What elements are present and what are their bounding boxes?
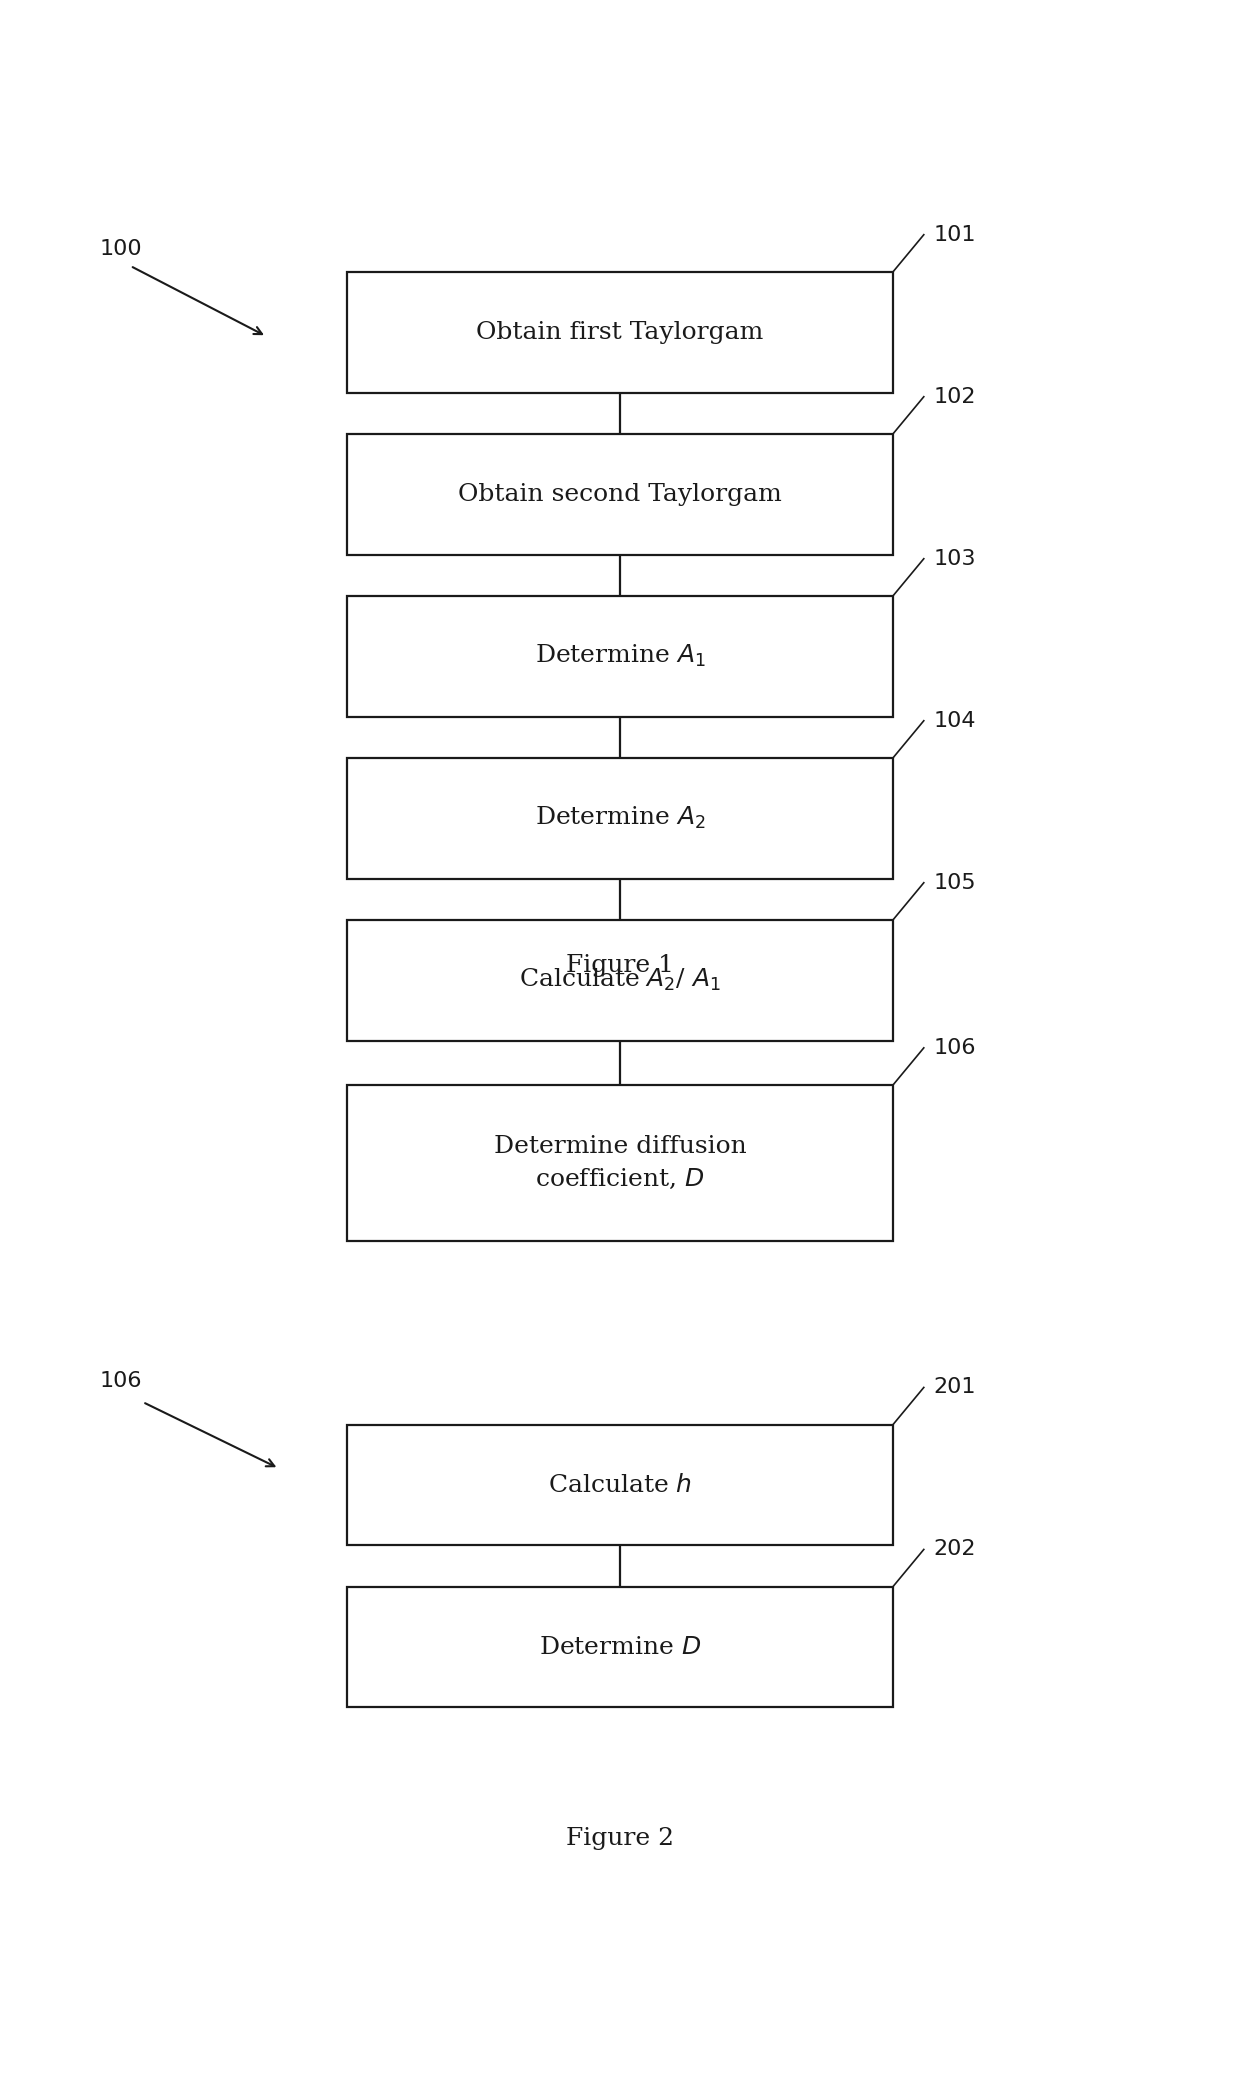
Text: 102: 102 xyxy=(934,386,976,407)
Text: 105: 105 xyxy=(934,872,976,893)
Text: 104: 104 xyxy=(934,710,976,731)
FancyBboxPatch shape xyxy=(347,596,893,717)
Text: Determine $D$: Determine $D$ xyxy=(539,1635,701,1660)
Text: 100: 100 xyxy=(99,239,141,260)
Text: 106: 106 xyxy=(934,1038,976,1057)
Text: 101: 101 xyxy=(934,224,976,245)
Text: Obtain first Taylorgam: Obtain first Taylorgam xyxy=(476,320,764,345)
FancyBboxPatch shape xyxy=(347,1425,893,1545)
Text: 106: 106 xyxy=(99,1371,141,1392)
FancyBboxPatch shape xyxy=(347,272,893,393)
FancyBboxPatch shape xyxy=(347,758,893,879)
Text: 201: 201 xyxy=(934,1377,976,1398)
Text: 202: 202 xyxy=(934,1539,976,1560)
Text: Calculate $h$: Calculate $h$ xyxy=(548,1473,692,1498)
Text: Figure 1: Figure 1 xyxy=(567,953,673,978)
Text: Figure 2: Figure 2 xyxy=(565,1826,675,1851)
FancyBboxPatch shape xyxy=(347,434,893,555)
Text: Determine $A_2$: Determine $A_2$ xyxy=(534,806,706,831)
FancyBboxPatch shape xyxy=(347,1084,893,1240)
FancyBboxPatch shape xyxy=(347,920,893,1041)
Text: 103: 103 xyxy=(934,548,976,569)
FancyBboxPatch shape xyxy=(347,1587,893,1707)
Text: Determine $A_1$: Determine $A_1$ xyxy=(534,644,706,669)
Text: Determine diffusion
coefficient, $D$: Determine diffusion coefficient, $D$ xyxy=(494,1134,746,1192)
Text: Obtain second Taylorgam: Obtain second Taylorgam xyxy=(458,482,782,507)
Text: Calculate $A_2$/ $A_1$: Calculate $A_2$/ $A_1$ xyxy=(520,968,720,993)
